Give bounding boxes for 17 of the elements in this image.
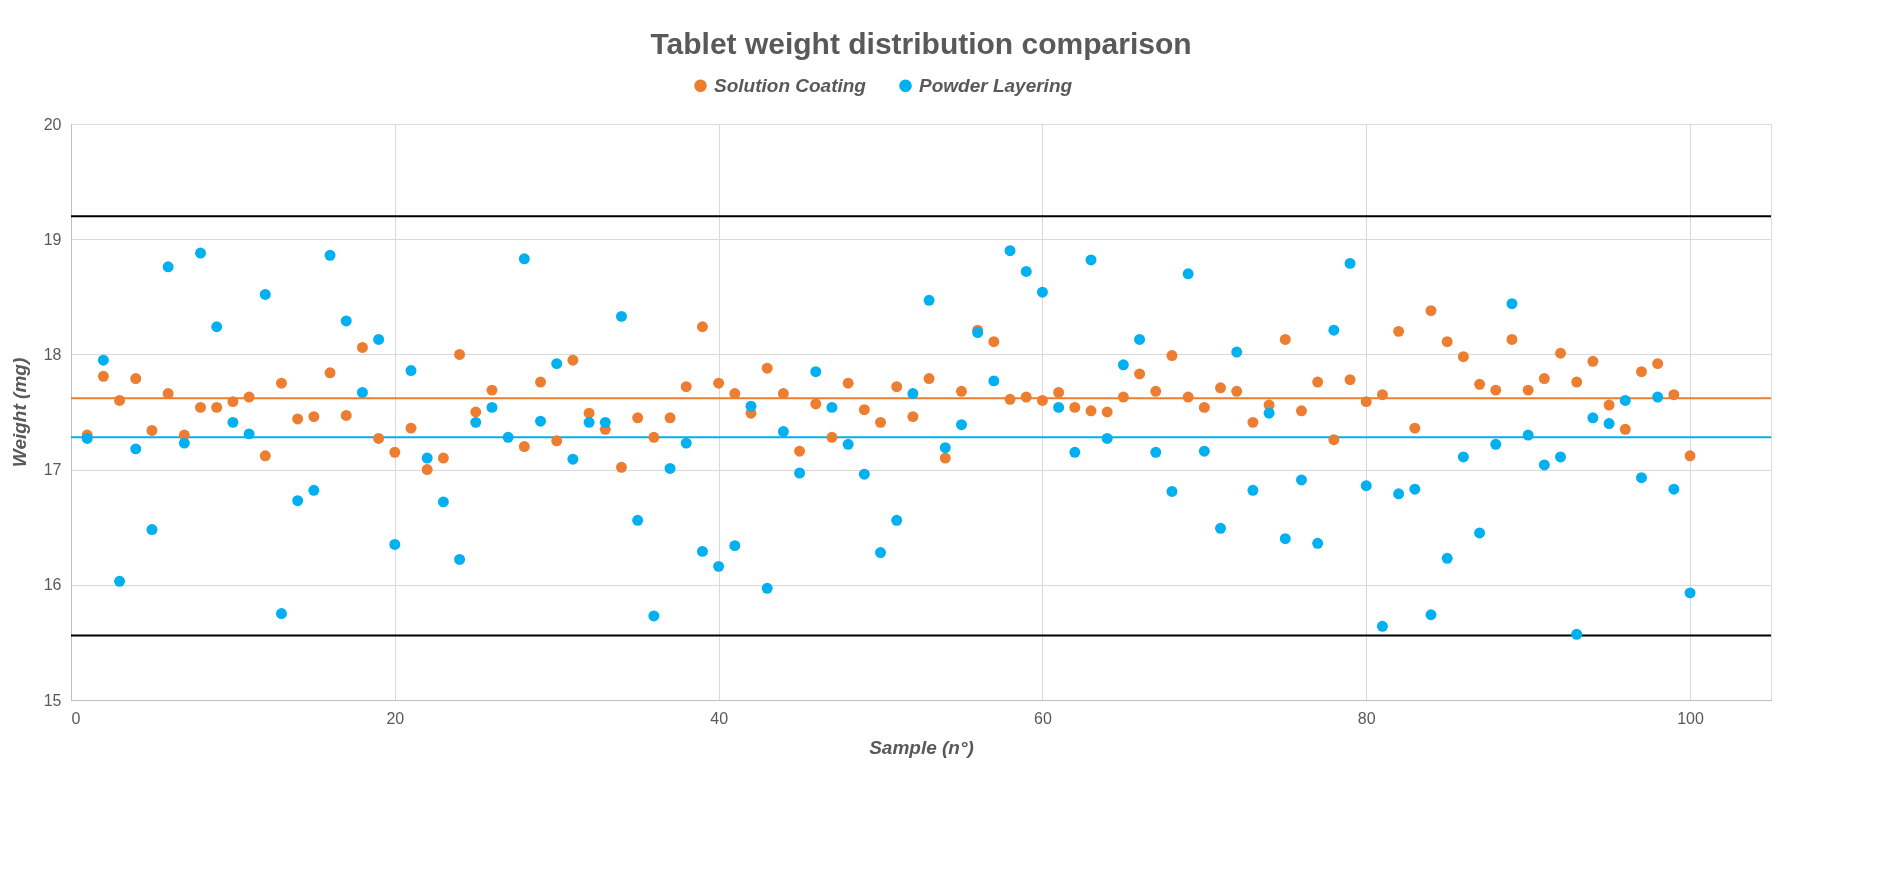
x-tick-label: 40 — [710, 709, 729, 727]
legend-label: Powder Layering — [919, 74, 1073, 96]
y-tick-label: 19 — [43, 230, 62, 248]
x-tick-label: 60 — [1034, 709, 1052, 727]
y-tick-label: 17 — [43, 461, 62, 479]
legend-label: Solution Coating — [714, 74, 867, 96]
x-tick-label: 100 — [1677, 709, 1704, 727]
y-axis-title: Weight (mg) — [8, 357, 30, 468]
x-tick-label: 20 — [386, 709, 405, 727]
y-tick-label: 18 — [43, 345, 62, 363]
y-tick-label: 16 — [43, 576, 62, 594]
x-tick-label: 0 — [71, 709, 81, 727]
y-tick-label: 20 — [43, 115, 62, 133]
y-tick-label: 15 — [43, 691, 62, 709]
chart-title: Tablet weight distribution comparison — [650, 27, 1192, 60]
x-tick-label: 80 — [1357, 709, 1376, 727]
x-axis-title: Sample (n°) — [869, 736, 974, 758]
